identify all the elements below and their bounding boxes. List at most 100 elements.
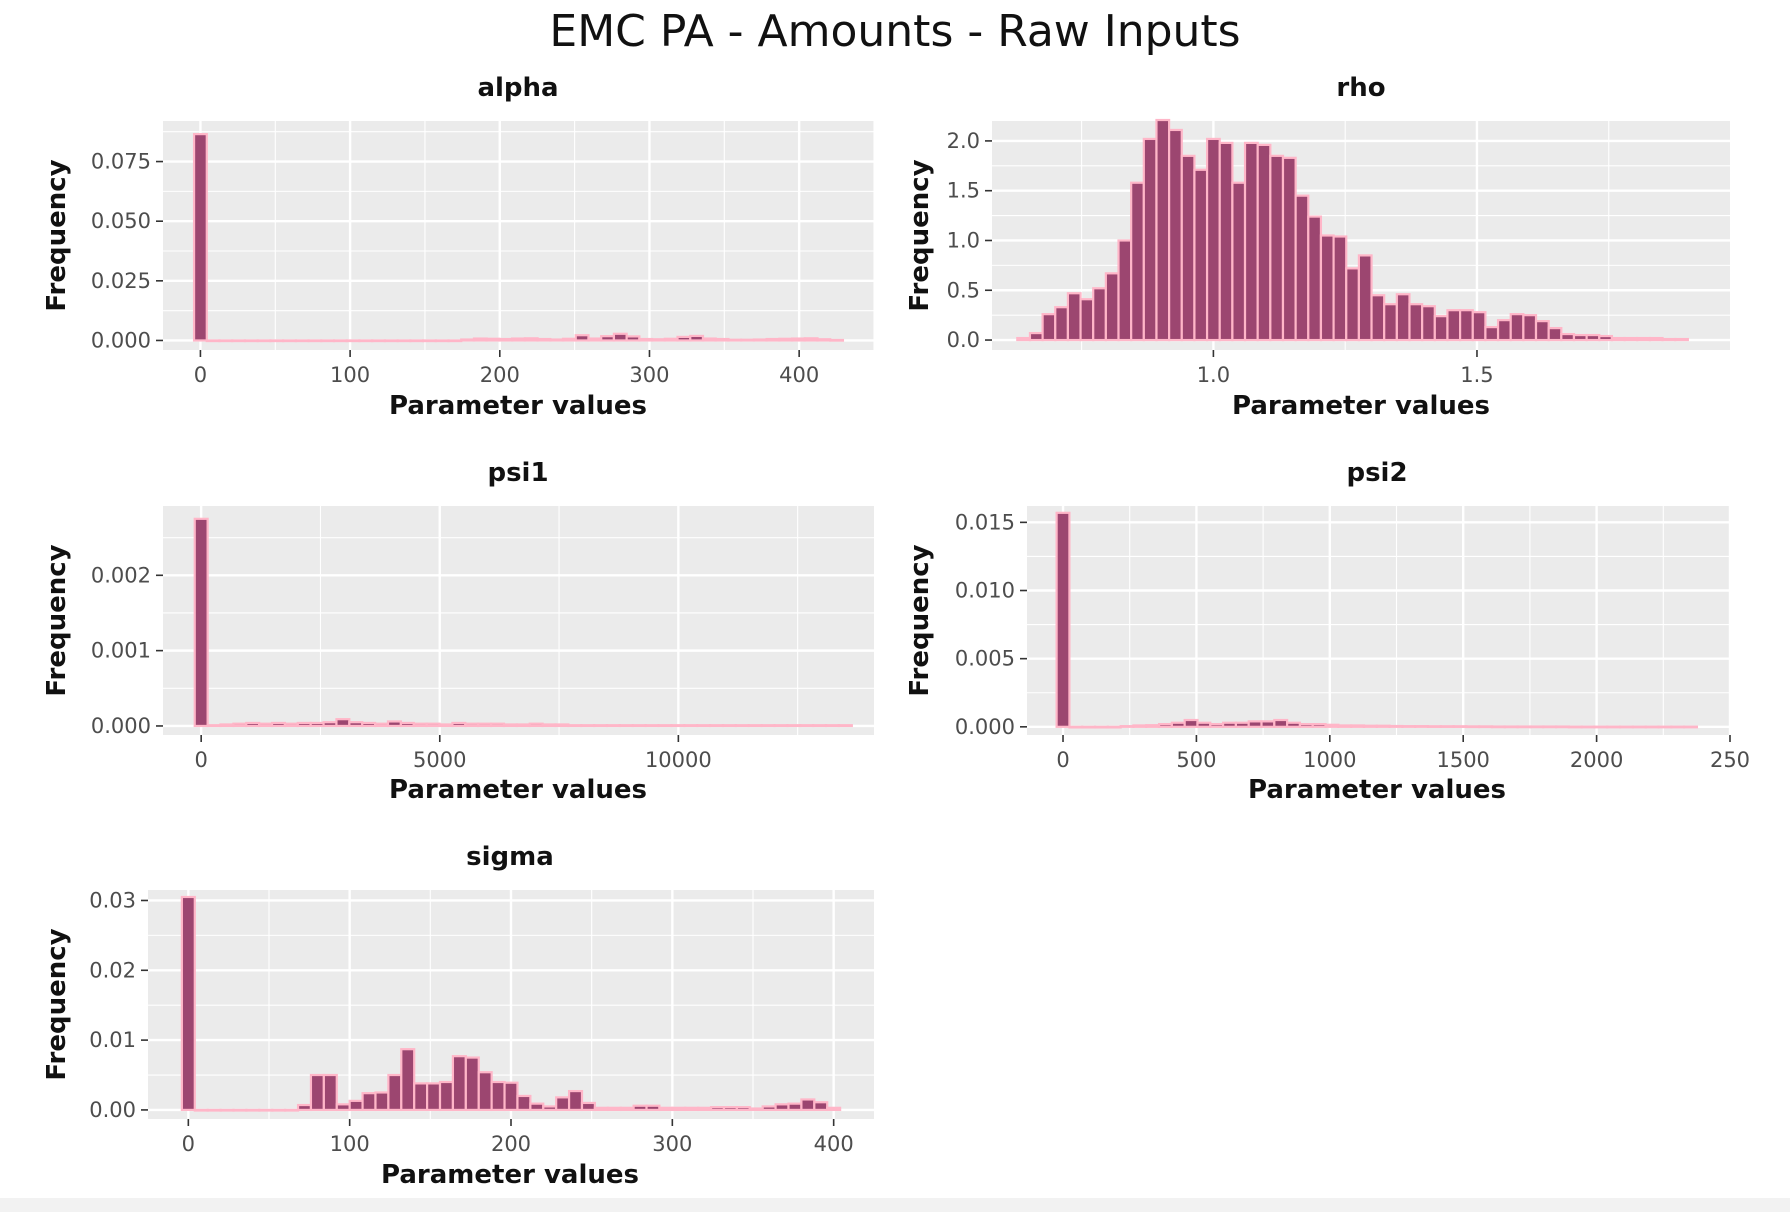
histogram-bar (1631, 725, 1647, 729)
histogram-bar (816, 338, 832, 342)
histogram-bar (438, 723, 454, 728)
histogram-bar (580, 1101, 596, 1112)
histogram-bar (258, 1108, 274, 1112)
histogram-bar (1484, 326, 1500, 342)
histogram-bar (502, 723, 518, 728)
y-tick-label: 0.03 (89, 888, 136, 912)
histogram-bar (472, 337, 488, 342)
histogram-bar (657, 724, 673, 728)
x-tick-label: 1.0 (1197, 363, 1230, 387)
histogram-bar (813, 1101, 829, 1112)
histogram-bar (748, 1107, 764, 1112)
histogram-bar (1332, 235, 1348, 342)
histogram-bar (1683, 725, 1699, 729)
histogram-bar (1273, 718, 1289, 728)
x-axis-label: Parameter values (1232, 391, 1490, 421)
histogram-bar (812, 724, 828, 728)
x-tick-label: 200 (480, 363, 520, 387)
histogram-bar (683, 724, 699, 728)
histogram-bar (231, 339, 247, 343)
histogram-bar (574, 334, 590, 342)
histogram-bar (1644, 725, 1660, 729)
histogram-bar (528, 722, 544, 728)
histogram-bar (824, 724, 841, 728)
histogram-bar (1016, 336, 1032, 342)
histogram-bar (1079, 298, 1095, 342)
histogram-bar (1606, 725, 1622, 729)
histogram-bar (1452, 725, 1468, 728)
histogram-bar (245, 721, 261, 728)
histogram-bar (498, 337, 514, 342)
x-tick-label: 5000 (413, 748, 466, 772)
histogram-bar (803, 337, 819, 342)
histogram-bar (421, 339, 437, 343)
histogram-bar (1572, 333, 1588, 342)
x-tick-label: 0 (194, 748, 207, 772)
histogram-bar (412, 722, 428, 728)
histogram-bar (787, 1102, 803, 1112)
histogram-bar (1168, 128, 1183, 342)
x-axis-label: Parameter values (381, 1160, 639, 1190)
histogram-bar (386, 720, 402, 728)
histogram-bar (1205, 137, 1221, 342)
histogram-bar (800, 1098, 816, 1112)
histogram-bar (348, 721, 364, 728)
histogram-bar (438, 1080, 455, 1112)
y-tick-label: 0.02 (89, 958, 136, 982)
histogram-bar (605, 724, 622, 728)
x-tick-label: 400 (779, 363, 819, 387)
histogram-bar (1055, 511, 1071, 728)
histogram-bar (529, 1102, 545, 1112)
histogram-bar (309, 721, 325, 728)
histogram-bar (1170, 721, 1186, 728)
histogram-bar (708, 724, 725, 728)
histogram-bar (837, 724, 853, 728)
x-tick-label: 300 (652, 1132, 692, 1156)
histogram-bar (1446, 309, 1462, 342)
histogram-bar (206, 1108, 222, 1112)
histogram-bar (747, 724, 763, 728)
histogram-bar (765, 337, 781, 342)
histogram-bar (760, 724, 776, 728)
y-tick-label: 1.0 (947, 228, 980, 252)
histogram-bar (549, 338, 565, 342)
histogram-bar (1426, 725, 1442, 728)
histogram-bar (829, 338, 845, 342)
histogram-bar (567, 1089, 584, 1112)
histogram-bar (752, 338, 768, 342)
histogram-bar (625, 335, 641, 342)
histogram-bar (490, 1080, 506, 1112)
histogram-bar (320, 339, 336, 343)
histogram-bar (541, 723, 557, 728)
panel-title: psi1 (487, 458, 548, 488)
histogram-bar (709, 1106, 726, 1112)
histogram-bar (663, 337, 679, 342)
histogram-bar (727, 338, 743, 342)
histogram-bar (778, 337, 794, 342)
histogram-bar (774, 1103, 790, 1112)
x-tick-label: 100 (330, 363, 370, 387)
x-tick-label: 300 (629, 363, 669, 387)
histogram-bar (232, 1108, 248, 1112)
histogram-bar (1357, 254, 1373, 342)
histogram-bar (1218, 141, 1234, 342)
histogram-bar (1375, 724, 1391, 728)
figure-title: EMC PA - Amounts - Raw Inputs (549, 6, 1241, 57)
histogram-bar (1142, 137, 1158, 342)
y-tick-label: 0.000 (955, 715, 1015, 739)
histogram-bar (1383, 303, 1398, 342)
histogram-bar (536, 337, 552, 342)
histogram-bar (335, 1103, 351, 1112)
histogram-bar (735, 1106, 751, 1112)
histogram-bar (1395, 293, 1411, 342)
histogram-bar (671, 1106, 687, 1112)
histogram-bar (464, 1056, 480, 1112)
histogram-bar (1547, 326, 1563, 342)
histogram-bar (1618, 725, 1634, 729)
histogram-bar (1350, 724, 1366, 728)
histogram-bar (1130, 181, 1145, 342)
histogram-bar (1509, 313, 1525, 342)
histogram-bar (219, 1108, 235, 1112)
histogram-bar (684, 1106, 700, 1112)
